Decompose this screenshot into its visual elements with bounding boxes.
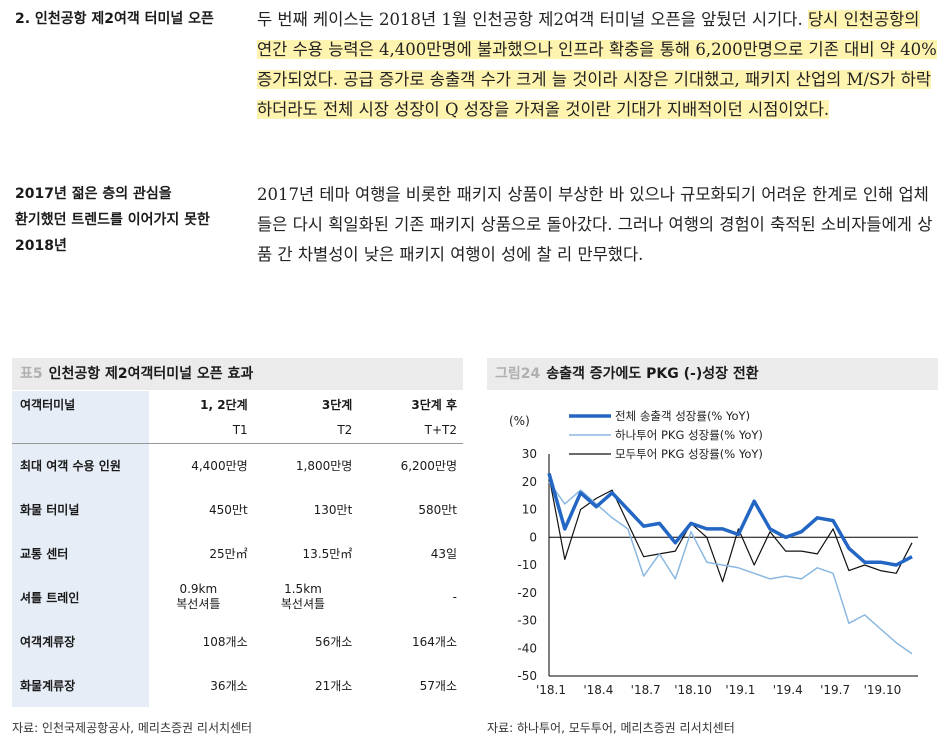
cell-line: 복선셔틀 (176, 597, 221, 611)
table-header-row: 여객터미널 1, 2단계 3단계 3단계 후 (12, 391, 463, 417)
table-cell: 580만t (418, 502, 457, 517)
x-tick-label: '18.7 (631, 683, 661, 697)
section-heading-terminal-open: 2. 인천공항 제2여객 터미널 오픈 (15, 11, 214, 27)
row-label: 교통 센터 (12, 531, 149, 575)
header-cell: 1, 2단계 (200, 397, 248, 412)
y-axis: 30 20 10 0 -10 -20 -30 -40 -50 (517, 447, 537, 683)
table-cell: 25만㎡ (209, 546, 248, 561)
y-tick-label: 10 (522, 503, 537, 517)
terminal-effect-table: 여객터미널 1, 2단계 3단계 3단계 후 T1 T2 T+T2 최대 여객 … (12, 391, 463, 707)
y-axis-unit-label: (%) (509, 414, 530, 428)
x-tick-label: '19.4 (773, 683, 803, 697)
heading-line: 환기했던 트렌드를 이어가지 못한 (15, 212, 210, 228)
series-line (547, 472, 913, 567)
table-subheader-row: T1 T2 T+T2 (12, 417, 463, 443)
subheader-cell: T2 (337, 422, 353, 437)
x-tick-label: '18.4 (583, 683, 613, 697)
header-cell: 3단계 (321, 397, 353, 412)
table-title-bar: 표5 인천공항 제2여객터미널 오픈 효과 (12, 358, 463, 390)
table-row: 화물 터미널 450만t 130만t 580만t (12, 487, 463, 531)
y-tick-label: -10 (517, 558, 537, 572)
x-tick-label: '19.10 (864, 683, 902, 697)
table-row: 화물계류장 36개소 21개소 57개소 (12, 663, 463, 707)
cell-line: 복선셔틀 (280, 597, 326, 611)
heading-line: 2018년 (15, 238, 67, 254)
section-heading-trend-2018: 2017년 젊은 층의 관심을 환기했던 트렌드를 이어가지 못한 2018년 (15, 181, 250, 259)
table-cell: 108개소 (202, 634, 248, 649)
table-row: 여객계류장 108개소 56개소 164개소 (12, 619, 463, 663)
cell-line: 0.9km (179, 582, 218, 596)
table-cell: 56개소 (314, 634, 353, 649)
table-tag: 표5 (20, 366, 43, 382)
x-tick-label: '19.1 (725, 683, 755, 697)
section-body-terminal-open: 두 번째 케이스는 2018년 1월 인천공항 제2여객 터미널 오픈을 앞뒀던… (257, 5, 937, 125)
y-tick-label: -30 (517, 614, 537, 628)
table-cell: 1,800만명 (253, 442, 359, 487)
table-source: 자료: 인천국제공항공사, 메리츠증권 리서치센터 (12, 721, 253, 735)
y-tick-label: -20 (517, 586, 537, 600)
section-body-trend-2018: 2017년 테마 여행을 비롯한 패키지 상품이 부상한 바 있으나 규모화되기… (257, 185, 933, 264)
figure-tag: 그림24 (495, 366, 541, 382)
body-plain-text: 두 번째 케이스는 2018년 1월 인천공항 제2여객 터미널 오픈을 앞뒀던… (257, 10, 803, 29)
cell-line: 1.5km (284, 582, 322, 596)
figure-source: 자료: 하나투어, 모두투어, 메리츠증권 리서치센터 (487, 721, 735, 735)
series-lines (547, 472, 913, 655)
table-cell: 1.5km 복선셔틀 (254, 575, 359, 619)
row-label: 셔틀 트레인 (12, 575, 149, 619)
x-axis: '18.1 '18.4 '18.7 '18.10 '19.1 '19.4 '19.7 '19.… (536, 683, 901, 697)
y-tick-label: 0 (529, 530, 537, 544)
table-cell: 164개소 (412, 634, 457, 649)
subheader-cell: T1 (232, 422, 248, 437)
figure-title: 송출객 증가에도 PKG (-)성장 전환 (546, 366, 759, 382)
y-tick-label: 20 (522, 475, 537, 489)
table-cell: 13.5만㎡ (302, 546, 353, 561)
table-row: 셔틀 트레인 0.9km 복선셔틀 1.5km 복선셔틀 - (12, 575, 463, 619)
x-tick-label: '18.10 (674, 683, 712, 697)
legend: 전체 송출객 성장률(% YoY) 하나투어 PKG 성장률(% YoY) 모두투어… (569, 409, 763, 461)
row-label: 화물 터미널 (12, 487, 149, 531)
x-tick-label: '19.7 (820, 683, 850, 697)
table-cell: 450만t (209, 502, 248, 517)
y-tick-label: 30 (522, 447, 537, 461)
table-cell: 36개소 (210, 678, 248, 693)
series-line (548, 476, 913, 583)
table-cell: 6,200만명 (358, 442, 463, 487)
table-cell: 4,400만명 (149, 442, 254, 487)
row-label: 화물계류장 (12, 663, 149, 707)
header-cell: 여객터미널 (12, 391, 149, 417)
legend-label: 하나투어 PKG 성장률(% YoY) (615, 428, 763, 442)
table-cell: 43일 (430, 546, 457, 561)
row-label: 여객계류장 (12, 619, 149, 663)
table-cell: 21개소 (314, 678, 353, 693)
table-cell: - (452, 590, 457, 604)
table-row: 교통 센터 25만㎡ 13.5만㎡ 43일 (12, 531, 463, 575)
table-cell: 0.9km 복선셔틀 (149, 575, 254, 619)
y-tick-label: -50 (517, 669, 537, 683)
table-cell: 57개소 (419, 678, 457, 693)
row-label: 최대 여객 수용 인원 (12, 442, 149, 487)
legend-label: 전체 송출객 성장률(% YoY) (615, 409, 750, 423)
x-tick-label: '18.1 (536, 683, 566, 697)
header-cell (12, 417, 149, 443)
figure-title-bar: 그림24 송출객 증가에도 PKG (-)성장 전환 (487, 358, 938, 390)
y-tick-label: -40 (517, 641, 537, 655)
subheader-cell: T+T2 (424, 422, 457, 437)
legend-label: 모두투어 PKG 성장률(% YoY) (615, 447, 763, 461)
series-line (548, 481, 913, 655)
table-row: 최대 여객 수용 인원 4,400만명 1,800만명 6,200만명 (12, 442, 463, 487)
table-title: 인천공항 제2여객터미널 오픈 효과 (48, 366, 254, 382)
heading-line: 2017년 젊은 층의 관심을 (15, 186, 172, 202)
header-cell: 3단계 후 (411, 397, 457, 412)
table-cell: 130만t (313, 502, 353, 517)
